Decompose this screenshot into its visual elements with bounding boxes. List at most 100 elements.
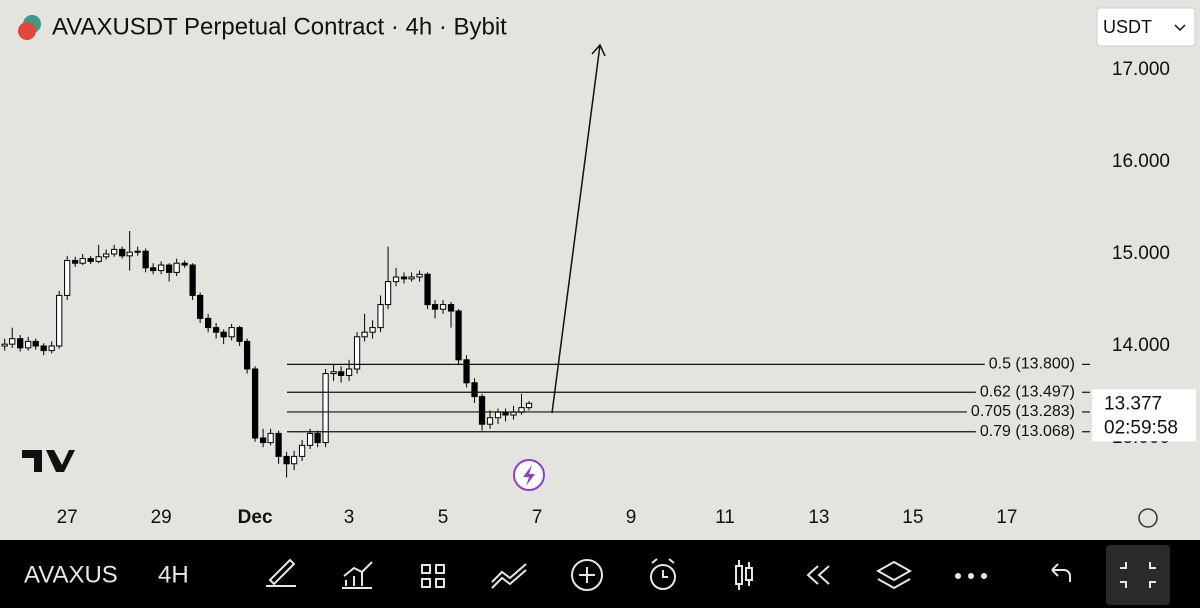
candle-body — [267, 432, 274, 444]
layout-tool[interactable] — [421, 564, 445, 588]
candle-body — [181, 262, 188, 266]
plot: 13.00014.00015.00016.00017.0002729Dec357… — [1, 59, 1196, 528]
candle-body — [103, 253, 110, 258]
candle-body — [259, 437, 267, 444]
indicators-tool[interactable] — [342, 561, 373, 589]
candle-body — [486, 417, 494, 425]
layers-tool[interactable] — [875, 560, 913, 590]
fib-label: 0.62 (13.497) — [980, 383, 1075, 400]
fib-label: 0.705 (13.283) — [971, 403, 1075, 420]
y-tick-label: 16.000 — [1112, 151, 1170, 172]
y-tick-label: 14.000 — [1112, 335, 1170, 356]
candle-body — [9, 338, 16, 345]
candle-body — [337, 371, 345, 376]
alert-tool[interactable] — [650, 564, 676, 590]
candle-body — [48, 345, 55, 352]
candle-body — [87, 258, 94, 262]
chart-background — [0, 0, 1200, 540]
candle-body — [431, 304, 439, 310]
fullscreen-icon — [1120, 562, 1156, 588]
candle-body — [424, 273, 431, 306]
dropdown-caret — [1174, 24, 1186, 32]
add-tool[interactable] — [571, 559, 603, 591]
candle-body — [134, 250, 141, 253]
x-tick-label: 7 — [532, 507, 543, 528]
candle-body — [510, 411, 517, 416]
chart-type-tool[interactable] — [735, 560, 753, 590]
x-tick-label: 3 — [344, 507, 355, 528]
candle-body — [494, 411, 502, 419]
replay-tool[interactable] — [806, 565, 830, 585]
toolbar — [0, 540, 1200, 608]
candle-body — [502, 411, 509, 416]
x-tick-label: Dec — [238, 507, 273, 528]
candle-body — [173, 262, 180, 273]
candle-body — [1, 343, 8, 347]
candle-body — [111, 248, 118, 255]
candle-body — [150, 267, 157, 272]
candle-body — [166, 264, 173, 273]
candle-body — [119, 248, 126, 257]
candle-body — [205, 317, 212, 329]
candle-body — [298, 444, 306, 457]
x-tick-label: 9 — [626, 507, 637, 528]
compare-tool[interactable] — [491, 563, 527, 589]
candle-body — [236, 327, 243, 342]
candle-body — [32, 340, 39, 347]
candle-body — [306, 432, 314, 446]
candle-body — [478, 396, 486, 425]
candle-body — [416, 273, 423, 278]
currency-label: USDT — [1103, 17, 1152, 37]
x-tick-label: 29 — [151, 507, 172, 528]
more-tool[interactable] — [955, 573, 987, 579]
y-tick-label: 17.000 — [1112, 59, 1170, 80]
draw-tool[interactable] — [266, 558, 296, 587]
candle-body — [471, 382, 478, 398]
candle-body — [447, 304, 455, 312]
candle-body — [251, 368, 259, 439]
x-tick-label: 13 — [808, 507, 829, 528]
candle-body — [283, 455, 290, 465]
candle-body — [369, 327, 376, 333]
x-tick-label: 5 — [438, 507, 449, 528]
chart-title: AVAXUSDT Perpetual Contract · 4h · Bybit — [52, 13, 507, 40]
candle-body — [439, 304, 447, 310]
candle-body — [197, 294, 204, 319]
candle-body — [25, 340, 32, 349]
last-price-box — [1092, 389, 1196, 442]
candle-body — [79, 258, 86, 264]
fullscreen-button[interactable] — [1106, 545, 1170, 605]
arrow-head — [591, 43, 606, 57]
arrow-annotation — [551, 44, 601, 414]
countdown-label: 02:59:58 — [1104, 417, 1178, 438]
currency-select[interactable] — [1096, 7, 1196, 47]
candle-body — [290, 455, 298, 465]
x-tick-label: 27 — [57, 507, 78, 528]
candle-body — [525, 402, 533, 409]
y-tick-label: 15.000 — [1112, 243, 1170, 264]
candle-body — [126, 251, 133, 257]
candle-body — [72, 259, 79, 264]
fib-label: 0.79 (13.068) — [980, 423, 1075, 440]
fib-label: 0.5 (13.800) — [989, 356, 1075, 373]
settings-button[interactable] — [1138, 508, 1158, 528]
candle-body — [377, 304, 384, 329]
candle-body — [158, 264, 165, 272]
toolbar-symbol[interactable]: AVAXUS — [24, 561, 118, 588]
candle-body — [212, 327, 220, 333]
candle-body — [345, 368, 353, 376]
candle-body — [353, 336, 361, 370]
candle-body — [463, 359, 470, 384]
candle-body — [392, 276, 400, 283]
lightning-icon — [523, 465, 535, 486]
tv-logo — [22, 450, 75, 472]
x-tick-label: 15 — [902, 507, 923, 528]
candle-body — [189, 264, 196, 296]
last-price-label: 13.377 — [1104, 393, 1162, 414]
toolbar-icons — [266, 558, 1071, 591]
toolbar-interval[interactable]: 4H — [158, 561, 189, 588]
candle-body — [400, 276, 408, 280]
undo-tool[interactable] — [1051, 563, 1071, 582]
